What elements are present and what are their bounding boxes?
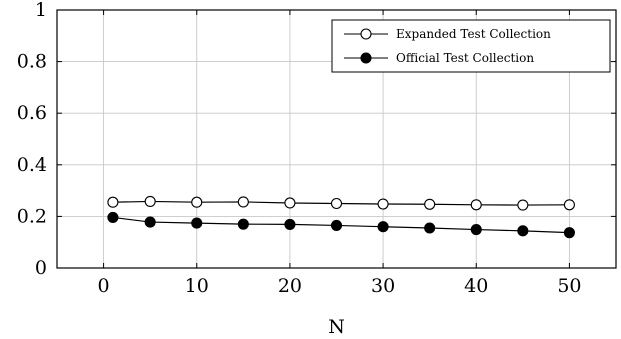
data-point-open (284, 197, 296, 209)
data-point-open (517, 199, 529, 211)
y-tick-label: 0.8 (17, 51, 47, 73)
data-point-filled (144, 216, 156, 228)
x-tick-label: 40 (464, 275, 488, 297)
y-tick-label: 0.2 (17, 205, 47, 227)
legend-marker (360, 52, 372, 64)
data-point-filled (191, 217, 203, 229)
data-point-open (191, 196, 203, 208)
data-point-open (144, 195, 156, 207)
data-point-filled (563, 227, 575, 239)
legend-label: Expanded Test Collection (396, 27, 551, 41)
x-tick-label: 50 (557, 275, 581, 297)
y-tick-label: 0 (35, 257, 47, 279)
data-point-open (107, 196, 119, 208)
legend-box (331, 19, 611, 73)
y-tick-label: 0.4 (17, 154, 47, 176)
x-axis-label: N (328, 316, 345, 338)
y-tick-label: 1 (35, 0, 47, 21)
data-point-open (563, 199, 575, 211)
axis-ticks: 0 10 20 30 40 50 0 0.2 0.4 0.6 0.8 1 (17, 0, 616, 297)
data-point-filled (377, 221, 389, 233)
data-point-open (470, 199, 482, 211)
legend-label: Official Test Collection (396, 51, 534, 65)
data-point-filled (107, 211, 119, 223)
x-tick-label: 20 (278, 275, 302, 297)
data-point-filled (237, 218, 249, 230)
series-layer (107, 195, 575, 239)
x-tick-label: 0 (98, 275, 110, 297)
plot-frame (56, 9, 617, 269)
data-point-open (330, 197, 343, 210)
data-point-open (424, 198, 436, 210)
legend-marker (360, 28, 372, 40)
data-point-filled (330, 219, 343, 231)
y-tick-label: 0.6 (17, 102, 47, 124)
data-point-filled (284, 218, 296, 230)
data-point-filled (470, 224, 482, 236)
legend: Expanded Test Collection Official Test Co… (331, 19, 611, 73)
data-point-open (237, 196, 249, 208)
x-tick-label: 10 (185, 275, 209, 297)
data-point-open (377, 198, 389, 210)
x-tick-label: 30 (371, 275, 395, 297)
data-point-filled (517, 225, 529, 237)
data-point-filled (424, 222, 436, 234)
